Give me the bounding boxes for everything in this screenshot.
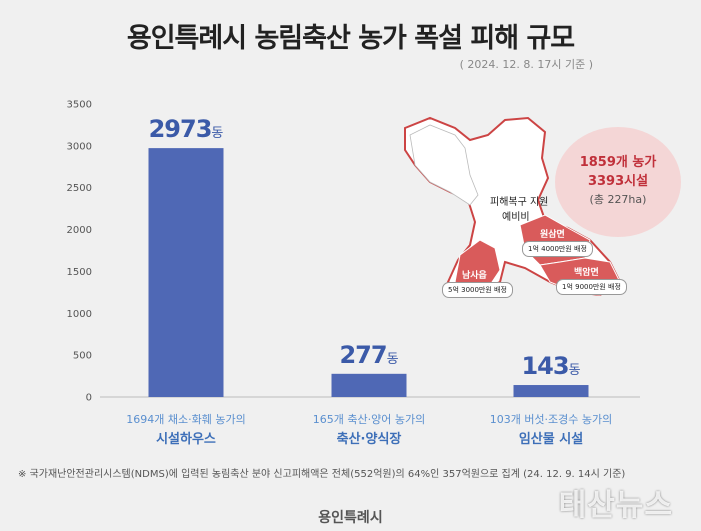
bar-value-unit: 동	[386, 351, 399, 367]
bar-value-label: 143동	[471, 352, 631, 380]
bars	[148, 148, 589, 397]
bar	[331, 373, 407, 397]
page-title: 용인특례시 농림축산 농가 폭설 피해 규모	[126, 23, 575, 54]
y-tick-label: 2000	[67, 225, 92, 236]
y-tick-label: 0	[86, 393, 92, 404]
map-white-area	[409, 124, 479, 206]
badge-wonsam: 1억 4000만원 배정	[522, 241, 593, 257]
bar	[513, 385, 589, 397]
y-tick-label: 3000	[67, 141, 92, 152]
map-center-label-1: 피해복구 지원	[490, 197, 549, 208]
region-name-namsa: 남사읍	[462, 271, 487, 281]
callout-facilities: 3393시설	[587, 174, 649, 189]
category-note: 103개 버섯·조경수 농가의	[489, 413, 613, 426]
bar-value-label: 277동	[289, 341, 449, 369]
map-center-label-2: 예비비	[502, 212, 530, 223]
y-tick-label: 3500	[67, 100, 92, 111]
bar-value-number: 143	[521, 352, 569, 381]
bar	[148, 148, 224, 397]
region-name-baegam: 백암면	[574, 268, 599, 278]
badge-namsa: 5억 3000만원 배정	[442, 282, 513, 298]
badge-baegam: 1억 9000만원 배정	[556, 279, 627, 295]
bar-value-unit: 동	[211, 126, 224, 142]
region-name-wonsam: 원삼면	[540, 230, 565, 240]
bar-value-number: 277	[339, 340, 387, 369]
y-tick-label: 1500	[67, 267, 92, 278]
footnote: ※ 국가재난안전관리시스템(NDMS)에 입력된 농림축산 분야 신고피해액은 …	[18, 469, 626, 480]
city-logo: 용인특례시	[318, 510, 383, 526]
bar-value-number: 2973	[148, 115, 213, 144]
category-label: 축산·양식장	[336, 432, 402, 447]
category-label: 시설하우스	[156, 432, 216, 447]
callout-area: (총 227ha)	[589, 193, 647, 206]
category-note: 1694개 채소·화훼 농가의	[126, 413, 246, 426]
y-tick-label: 2500	[67, 183, 92, 194]
bar-value-label: 2973동	[106, 115, 266, 143]
summary-callout: 1859개 농가 3393시설 (총 227ha)	[555, 127, 681, 237]
y-tick-label: 500	[73, 351, 92, 362]
news-watermark: 태산뉴스	[558, 488, 673, 523]
y-tick-label: 1000	[67, 309, 92, 320]
category-label: 임산물 시설	[518, 432, 584, 447]
page-subtitle: ( 2024. 12. 8. 17시 기준 )	[459, 58, 593, 71]
category-note: 165개 축산·양어 농가의	[312, 413, 426, 426]
callout-farms: 1859개 농가	[579, 155, 657, 170]
bar-value-unit: 동	[568, 363, 581, 379]
